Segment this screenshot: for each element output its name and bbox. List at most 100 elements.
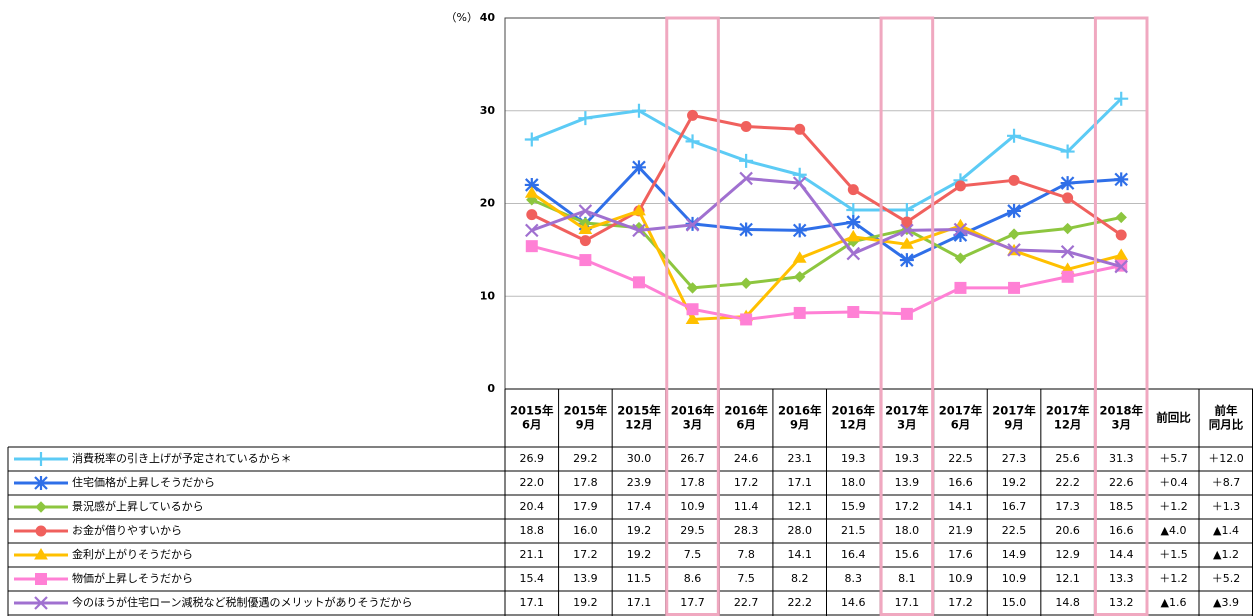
table-value: 25.6 [1055, 452, 1080, 465]
series-line [531, 97, 1123, 212]
marker [1060, 244, 1075, 259]
marker [846, 229, 861, 242]
marker [793, 306, 806, 319]
table-value: 17.2 [895, 500, 920, 513]
marker [524, 177, 539, 192]
legend-marker [34, 548, 48, 560]
series-line [530, 165, 1122, 262]
marker [1114, 91, 1129, 106]
marker [954, 180, 966, 192]
table-change: ＋5.2 [1212, 572, 1241, 585]
highlight-box [665, 16, 720, 616]
marker [687, 109, 699, 121]
table-value: 7.5 [737, 572, 755, 585]
marker [526, 209, 538, 221]
legend-label: お金が借りやすいから [72, 523, 182, 537]
column-header: 前年 [1215, 404, 1238, 418]
marker [792, 251, 807, 263]
marker [740, 121, 752, 133]
table-value: 17.8 [680, 476, 705, 489]
table-value: 26.9 [520, 452, 545, 465]
marker [740, 313, 753, 326]
table-value: 8.3 [845, 572, 863, 585]
table-value: 17.2 [573, 548, 598, 561]
table-value: 19.3 [895, 452, 920, 465]
x-tick-label: 2016年 [832, 404, 876, 418]
series-line [530, 192, 1122, 321]
x-tick-label: 12月 [840, 418, 868, 432]
table-value: 14.6 [841, 596, 866, 609]
table-value: 28.0 [787, 524, 812, 537]
x-tick-label: 3月 [683, 418, 703, 432]
table-value: 24.6 [734, 452, 759, 465]
marker [631, 160, 646, 175]
marker [739, 153, 754, 168]
table-value: 14.9 [1002, 548, 1027, 561]
marker [1007, 128, 1022, 143]
column-header: 前回比 [1156, 411, 1191, 425]
legend-marker [34, 476, 48, 490]
table-change: ＋8.7 [1212, 476, 1241, 489]
series-line [531, 113, 1123, 243]
x-tick-label: 2017年 [885, 404, 929, 418]
marker [632, 223, 646, 238]
legend-label: 景況感が上昇しているから [72, 499, 204, 513]
marker [686, 303, 699, 316]
marker [846, 215, 861, 230]
table-value: 15.9 [841, 500, 866, 513]
table-value: 27.3 [1002, 452, 1027, 465]
table-value: 13.9 [895, 476, 920, 489]
marker [1115, 211, 1127, 224]
table-change: ＋1.2 [1159, 500, 1188, 513]
marker [1061, 270, 1074, 283]
table-value: 8.2 [791, 572, 809, 585]
x-tick-label: 12月 [1054, 418, 1082, 432]
marker [686, 282, 699, 294]
table-value: 15.6 [895, 548, 920, 561]
table-change: ▲1.4 [1213, 524, 1239, 537]
marker [901, 216, 913, 228]
table-value: 22.7 [734, 596, 759, 609]
marker [578, 204, 593, 218]
table-change: ＋5.7 [1159, 452, 1188, 465]
legend-marker [35, 501, 47, 513]
legend-label: 住宅価格が上昇しそうだから [72, 475, 215, 489]
table-change: ＋1.3 [1212, 500, 1241, 513]
marker [685, 312, 700, 324]
x-tick-label: 2015年 [564, 404, 608, 418]
legend-marker [35, 573, 47, 585]
marker [794, 271, 806, 283]
table-value: 19.2 [627, 524, 652, 537]
table-value: 22.2 [787, 596, 812, 609]
table-value: 22.5 [1002, 524, 1027, 537]
marker [1114, 259, 1128, 274]
table-value: 21.9 [948, 524, 973, 537]
legend-marker [35, 525, 47, 537]
table-value: 12.1 [1055, 572, 1080, 585]
table-value: 10.9 [948, 572, 973, 585]
marker [846, 246, 861, 261]
table-value: 22.5 [948, 452, 973, 465]
y-unit: （%） [446, 11, 478, 24]
table-value: 17.4 [627, 500, 652, 513]
table-value: 22.6 [1109, 476, 1134, 489]
table-value: 16.7 [1002, 500, 1027, 513]
table-value: 12.9 [1055, 548, 1080, 561]
marker [578, 111, 593, 126]
table-value: 17.9 [573, 500, 598, 513]
marker [1008, 228, 1020, 240]
table-change: ＋12.0 [1208, 452, 1244, 465]
series-line [531, 244, 1122, 321]
table-value: 19.3 [841, 452, 866, 465]
x-tick-label: 9月 [1004, 418, 1024, 432]
table-value: 8.1 [898, 572, 916, 585]
table-value: 7.5 [684, 548, 702, 561]
table-value: 17.7 [680, 596, 705, 609]
table-value: 10.9 [1002, 572, 1027, 585]
table-value: 10.9 [680, 500, 705, 513]
legend-label: 今のほうが住宅ローン減税など税制優遇のメリットがありそうだから [72, 595, 412, 609]
table-value: 20.6 [1055, 524, 1080, 537]
table-value: 21.1 [520, 548, 545, 561]
table-value: 15.0 [1002, 596, 1027, 609]
table-value: 17.6 [948, 548, 973, 561]
